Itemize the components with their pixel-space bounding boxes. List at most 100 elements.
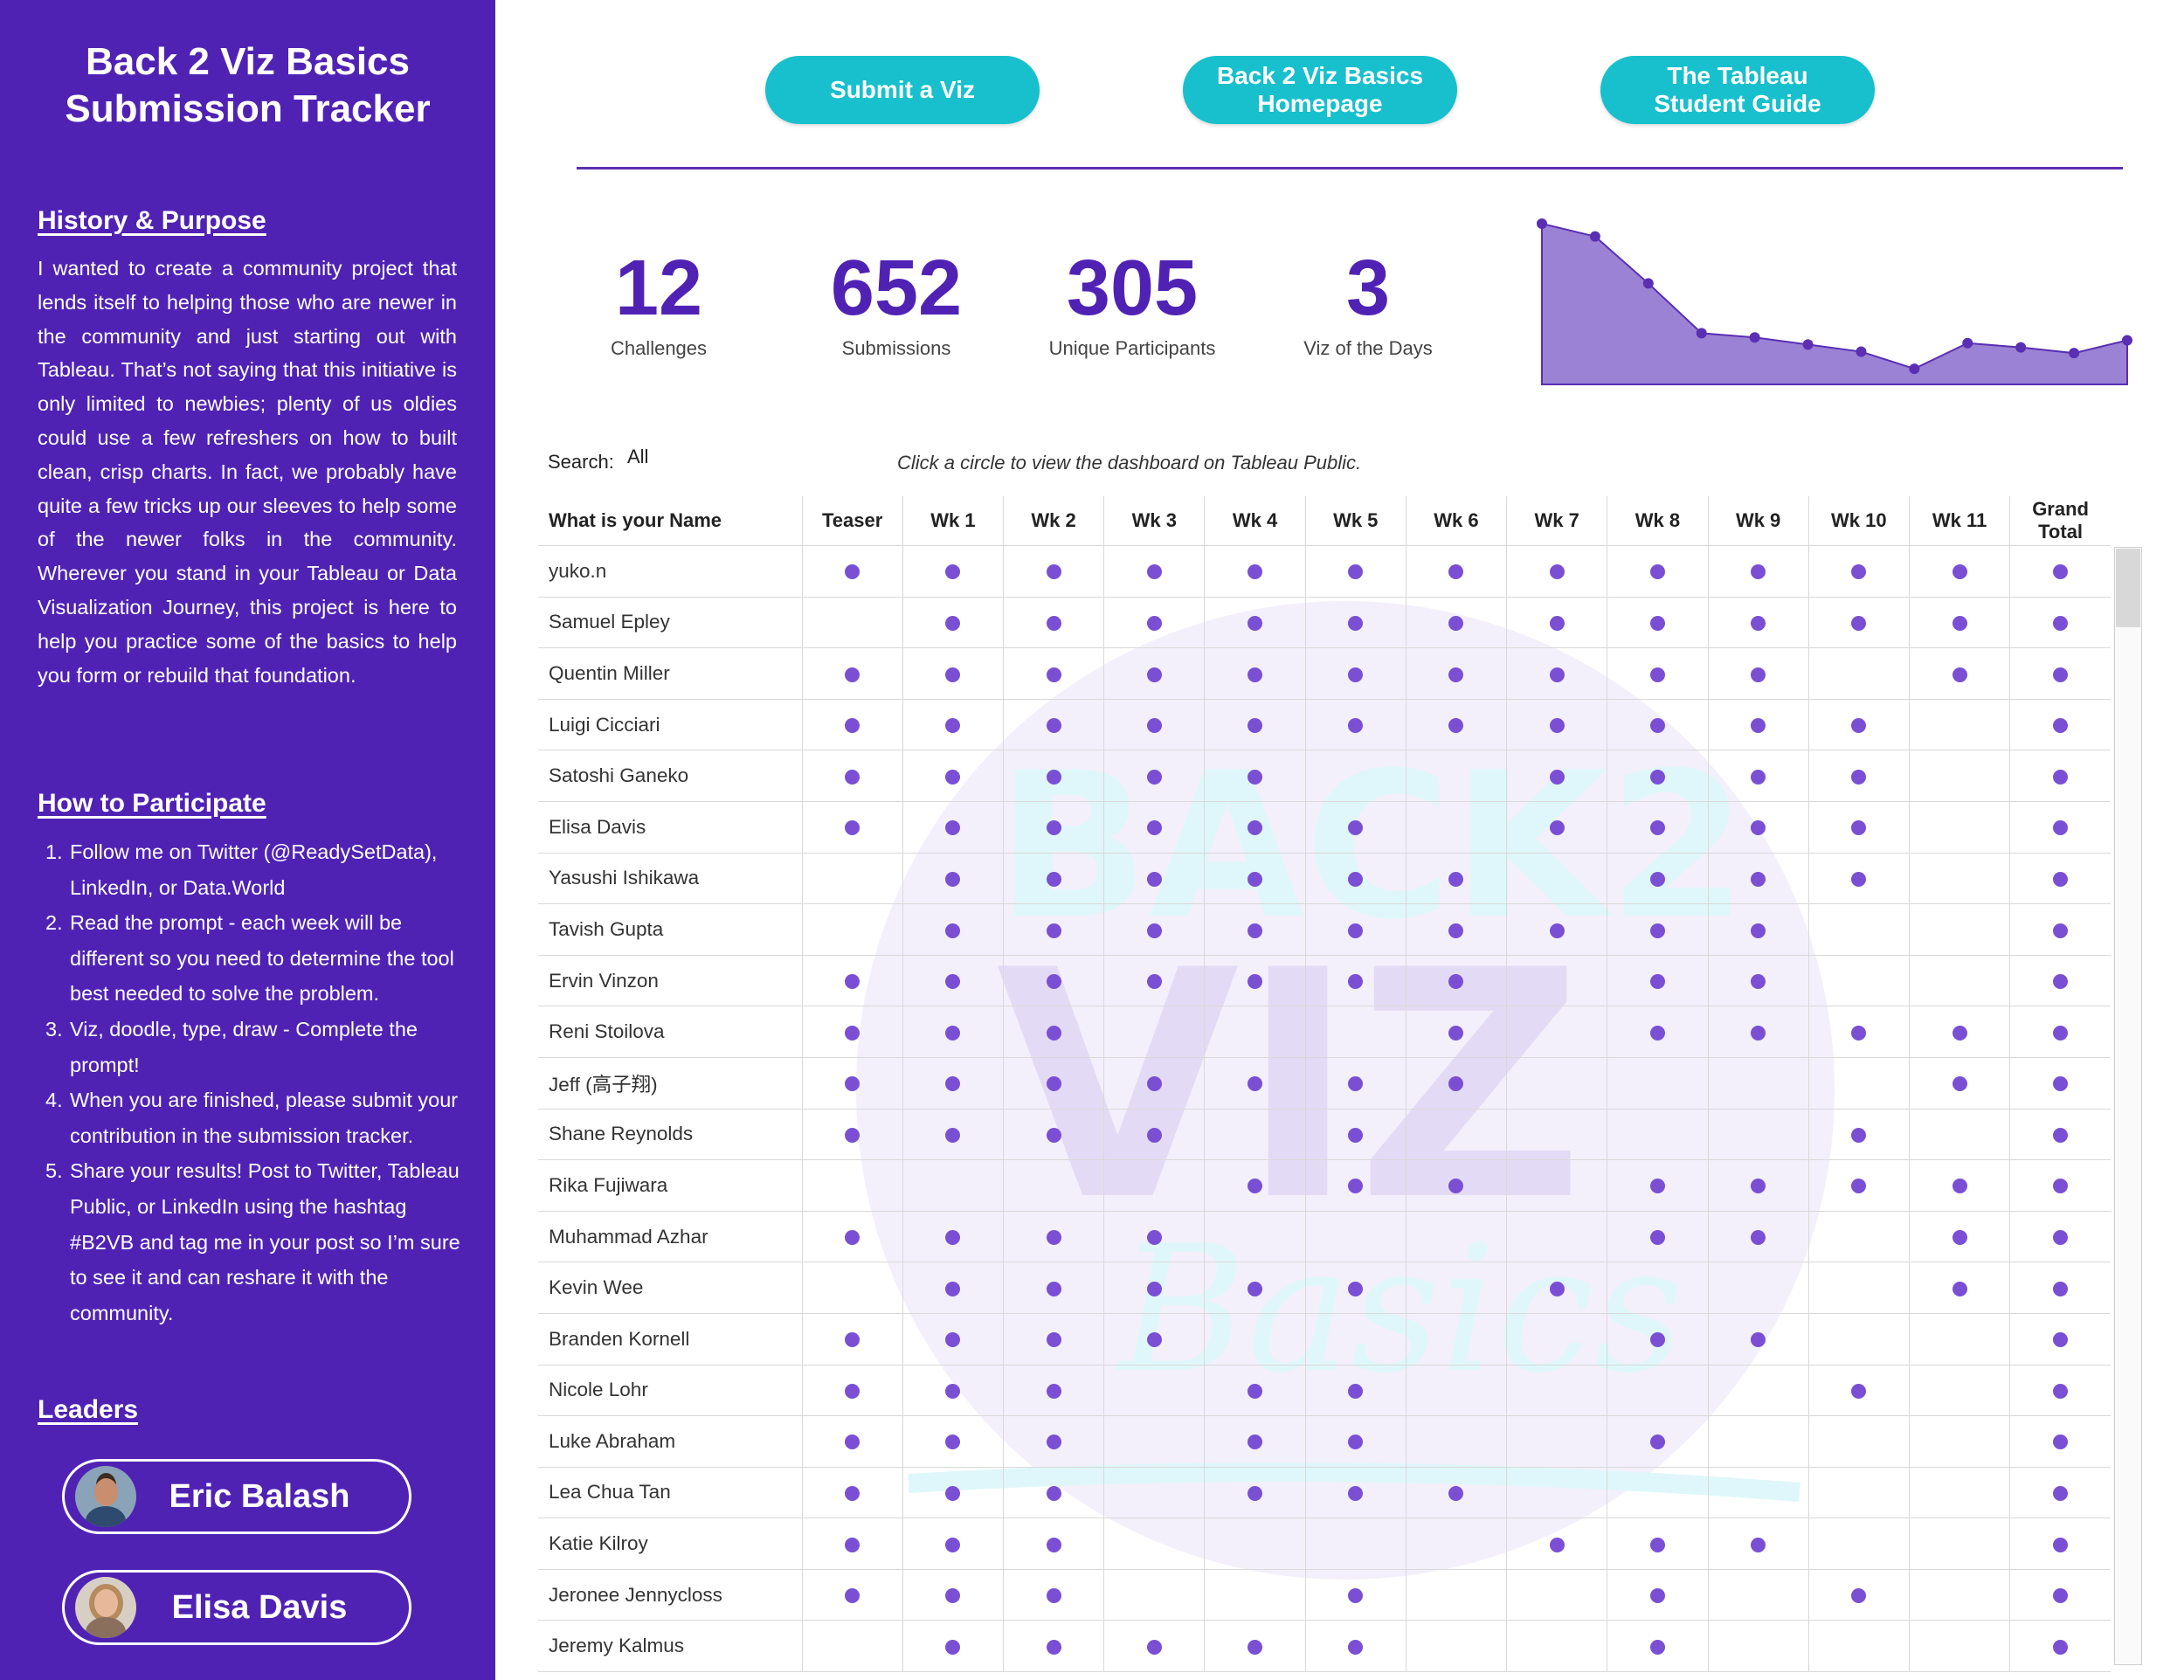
sparkline-point[interactable] [1856,346,1867,357]
submission-circle-icon[interactable] [1348,718,1364,734]
submission-circle-icon[interactable] [1046,667,1061,682]
submission-circle-icon[interactable] [1448,1486,1464,1502]
submission-circle-icon[interactable] [1046,923,1061,938]
submission-circle-icon[interactable] [845,1537,860,1552]
leader-button-elisa-davis[interactable]: Elisa Davis [62,1570,411,1645]
submission-circle-icon[interactable] [1348,1486,1364,1502]
submission-circle-icon[interactable] [1146,1230,1162,1246]
sparkline-point[interactable] [1642,278,1654,289]
submission-circle-icon[interactable] [1146,769,1162,785]
submission-circle-icon[interactable] [2053,667,2069,682]
submission-circle-icon[interactable] [1248,1639,1263,1655]
submission-circle-icon[interactable] [1649,1588,1665,1604]
sparkline-point[interactable] [2069,348,2080,359]
submission-circle-icon[interactable] [1751,820,1766,836]
submission-circle-icon[interactable] [1348,820,1364,836]
scrollbar-thumb[interactable] [2116,549,2140,627]
submission-circle-icon[interactable] [1448,1076,1464,1092]
submission-circle-icon[interactable] [2053,1486,2069,1502]
submission-circle-icon[interactable] [1649,974,1665,990]
submission-circle-icon[interactable] [1751,769,1766,785]
submission-circle-icon[interactable] [845,1486,860,1502]
submission-circle-icon[interactable] [1348,615,1364,631]
submission-circle-icon[interactable] [2053,1435,2069,1450]
submission-circle-icon[interactable] [1248,1486,1263,1502]
submission-circle-icon[interactable] [1952,615,1967,631]
submission-circle-icon[interactable] [1046,974,1061,990]
submission-circle-icon[interactable] [1952,667,1967,682]
submission-circle-icon[interactable] [1046,1486,1061,1502]
submission-circle-icon[interactable] [1248,1281,1263,1296]
submission-circle-icon[interactable] [1549,1281,1565,1296]
submission-circle-icon[interactable] [1649,1639,1665,1655]
submission-circle-icon[interactable] [1851,1127,1867,1143]
submission-circle-icon[interactable] [1649,564,1665,580]
submission-circle-icon[interactable] [1549,820,1565,836]
submission-circle-icon[interactable] [1248,564,1263,580]
submission-circle-icon[interactable] [1649,667,1665,682]
submission-circle-icon[interactable] [1851,1179,1867,1194]
submission-circle-icon[interactable] [945,564,961,580]
submission-circle-icon[interactable] [845,1230,860,1246]
submission-circle-icon[interactable] [945,1486,961,1502]
submission-circle-icon[interactable] [845,1025,860,1040]
submission-circle-icon[interactable] [1146,615,1162,631]
submission-circle-icon[interactable] [1851,1025,1867,1040]
submission-circle-icon[interactable] [1146,1127,1162,1143]
submission-circle-icon[interactable] [1146,974,1162,990]
submission-circle-icon[interactable] [945,1332,961,1348]
submission-circle-icon[interactable] [1851,615,1867,631]
sparkline-point[interactable] [1749,332,1760,343]
submission-circle-icon[interactable] [845,564,860,580]
submission-circle-icon[interactable] [1348,1383,1364,1399]
submission-circle-icon[interactable] [2053,1025,2069,1040]
submission-circle-icon[interactable] [1046,871,1061,887]
submission-circle-icon[interactable] [1751,1332,1766,1348]
submission-circle-icon[interactable] [1248,923,1263,938]
submission-circle-icon[interactable] [1448,564,1464,580]
submission-circle-icon[interactable] [1348,1076,1364,1092]
submission-circle-icon[interactable] [1348,1281,1364,1296]
submission-circle-icon[interactable] [1952,1025,1967,1040]
submit-viz-button[interactable]: Submit a Viz [765,56,1040,124]
student-guide-button[interactable]: The Tableau Student Guide [1600,56,1875,124]
submission-circle-icon[interactable] [845,769,860,785]
submission-circle-icon[interactable] [1751,1537,1766,1552]
submission-circle-icon[interactable] [1751,1179,1766,1194]
submission-circle-icon[interactable] [1046,1639,1061,1655]
submission-circle-icon[interactable] [1751,615,1766,631]
submission-circle-icon[interactable] [1146,820,1162,836]
submission-circle-icon[interactable] [1146,1639,1162,1655]
submission-circle-icon[interactable] [1046,1230,1061,1246]
submission-circle-icon[interactable] [945,1230,961,1246]
submission-circle-icon[interactable] [1448,718,1464,734]
submission-circle-icon[interactable] [1549,718,1565,734]
submission-circle-icon[interactable] [1348,667,1364,682]
submission-circle-icon[interactable] [1549,923,1565,938]
submission-circle-icon[interactable] [1348,1127,1364,1143]
sparkline-point[interactable] [1909,363,1920,375]
submission-circle-icon[interactable] [845,1383,860,1399]
submission-circle-icon[interactable] [845,1127,860,1143]
submission-circle-icon[interactable] [2053,769,2069,785]
submission-circle-icon[interactable] [1549,615,1565,631]
submission-circle-icon[interactable] [1046,1588,1061,1604]
submission-circle-icon[interactable] [1146,667,1162,682]
submission-circle-icon[interactable] [2053,1332,2069,1348]
submission-circle-icon[interactable] [1649,1537,1665,1552]
submission-circle-icon[interactable] [1952,564,1967,580]
submission-circle-icon[interactable] [2053,1127,2069,1143]
submission-circle-icon[interactable] [1046,615,1061,631]
submission-circle-icon[interactable] [1851,769,1867,785]
sparkline-point[interactable] [1537,218,1547,229]
submission-circle-icon[interactable] [1146,564,1162,580]
submission-circle-icon[interactable] [1248,718,1263,734]
submission-circle-icon[interactable] [1248,974,1263,990]
submission-circle-icon[interactable] [845,667,860,682]
submission-circle-icon[interactable] [1248,820,1263,836]
sparkline-point[interactable] [1802,339,1814,350]
submission-circle-icon[interactable] [945,820,961,836]
submission-circle-icon[interactable] [1751,974,1766,990]
submission-circle-icon[interactable] [1649,1025,1665,1040]
submission-circle-icon[interactable] [1751,1230,1766,1246]
